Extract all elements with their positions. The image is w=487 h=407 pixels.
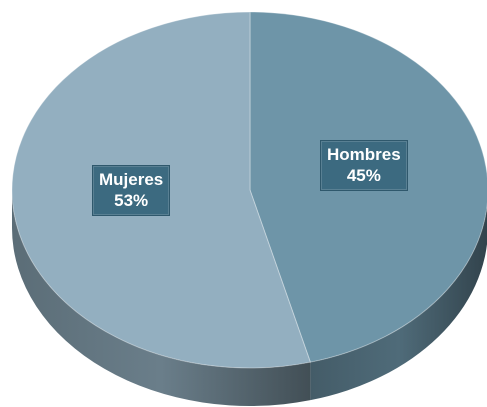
- slice-name-hombres: Hombres: [327, 145, 401, 164]
- slice-label-mujeres: Mujeres 53%: [92, 165, 171, 216]
- slice-label-hombres: Hombres 45%: [320, 140, 408, 191]
- slice-percent-hombres: 45%: [346, 166, 381, 185]
- pie-side-mujeres: [12, 190, 311, 407]
- pie-side-hombres: [310, 205, 487, 401]
- slice-percent-mujeres: 53%: [114, 191, 149, 210]
- slice-name-mujeres: Mujeres: [99, 170, 164, 189]
